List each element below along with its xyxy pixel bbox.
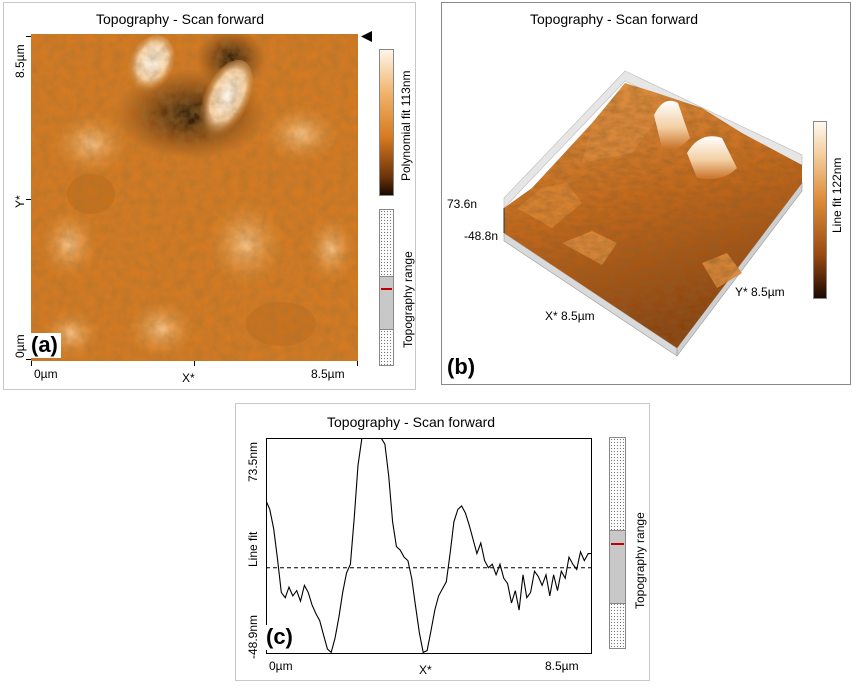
panel-a-x-axis-label: X*: [182, 371, 195, 385]
panel-c-y-top-label: 73.5nm: [246, 441, 260, 482]
panel-c-letter: (c): [263, 625, 296, 650]
panel-a-range-marker: [381, 288, 392, 290]
panel-a-y-top-label: 8.5µm: [13, 44, 27, 78]
panel-c-y-mid-label: Line fit: [246, 531, 260, 567]
panel-b-y-axis-label: Y* 8.5µm: [735, 285, 785, 299]
panel-c-x-right-label: 8.5µm: [545, 659, 579, 673]
panel-a-colorbar-label: Polynomial fit 113nm: [399, 70, 413, 182]
panel-c-x-axis-label: X*: [419, 663, 432, 677]
panel-a-y-bottom-label: 0µm: [13, 334, 27, 358]
panel-a-y-tick-top: [26, 36, 31, 37]
panel-b-x-axis-label: X* 8.5µm: [545, 309, 595, 323]
panel-a-range-bar: [379, 209, 394, 366]
panel-a-colorbar: [379, 49, 394, 196]
panel-c-line-plot: [266, 438, 592, 654]
panel-a-letter: (a): [28, 333, 61, 358]
panel-c-range-bar: [609, 437, 626, 649]
panel-a-x-right-label: 8.5µm: [311, 367, 345, 381]
panel-b-colorbar-label: Line fit 122nm: [830, 157, 844, 233]
panel-a-title: Topography - Scan forward: [96, 11, 265, 27]
panel-a-x-tick-left: [31, 361, 32, 366]
scan-marker-icon: [361, 31, 372, 42]
panel-b-z-top-label: 73.6n: [447, 197, 478, 211]
panel-b-colorbar: [813, 121, 827, 299]
panel-a-y-tick-mid: [26, 199, 31, 200]
panel-b-3d-surface: [503, 70, 803, 357]
panel-c: Topography - Scan forward 73.5nm Line fi…: [235, 403, 650, 681]
panel-a-range-label: Topography range: [401, 251, 415, 348]
panel-c-title: Topography - Scan forward: [327, 414, 496, 430]
profile-series-line: [266, 438, 592, 654]
panel-b-letter: (b): [444, 355, 479, 380]
panel-c-range-label: Topography range: [633, 512, 647, 609]
panel-a-y-tick-bottom: [26, 359, 31, 360]
panel-a-y-axis-label: Y*: [13, 195, 27, 208]
panel-c-y-bottom-label: -48.9nm: [246, 614, 260, 659]
panel-a-x-tick-right: [357, 361, 358, 366]
panel-a-topography-image: [31, 34, 358, 361]
panel-b-title: Topography - Scan forward: [530, 11, 699, 27]
panel-a: Topography - Scan forward: [3, 2, 416, 390]
panel-b-z-bottom-label: -48.8n: [464, 229, 499, 243]
panel-c-x-left-label: 0µm: [269, 659, 293, 673]
panel-c-range-marker: [611, 543, 624, 545]
panel-b: Topography - Scan forward: [441, 2, 851, 385]
panel-a-x-tick-mid: [194, 361, 195, 366]
panel-a-x-left-label: 0µm: [34, 367, 58, 381]
panel-c-range-window: [610, 530, 625, 604]
panel-a-range-window: [380, 276, 393, 330]
